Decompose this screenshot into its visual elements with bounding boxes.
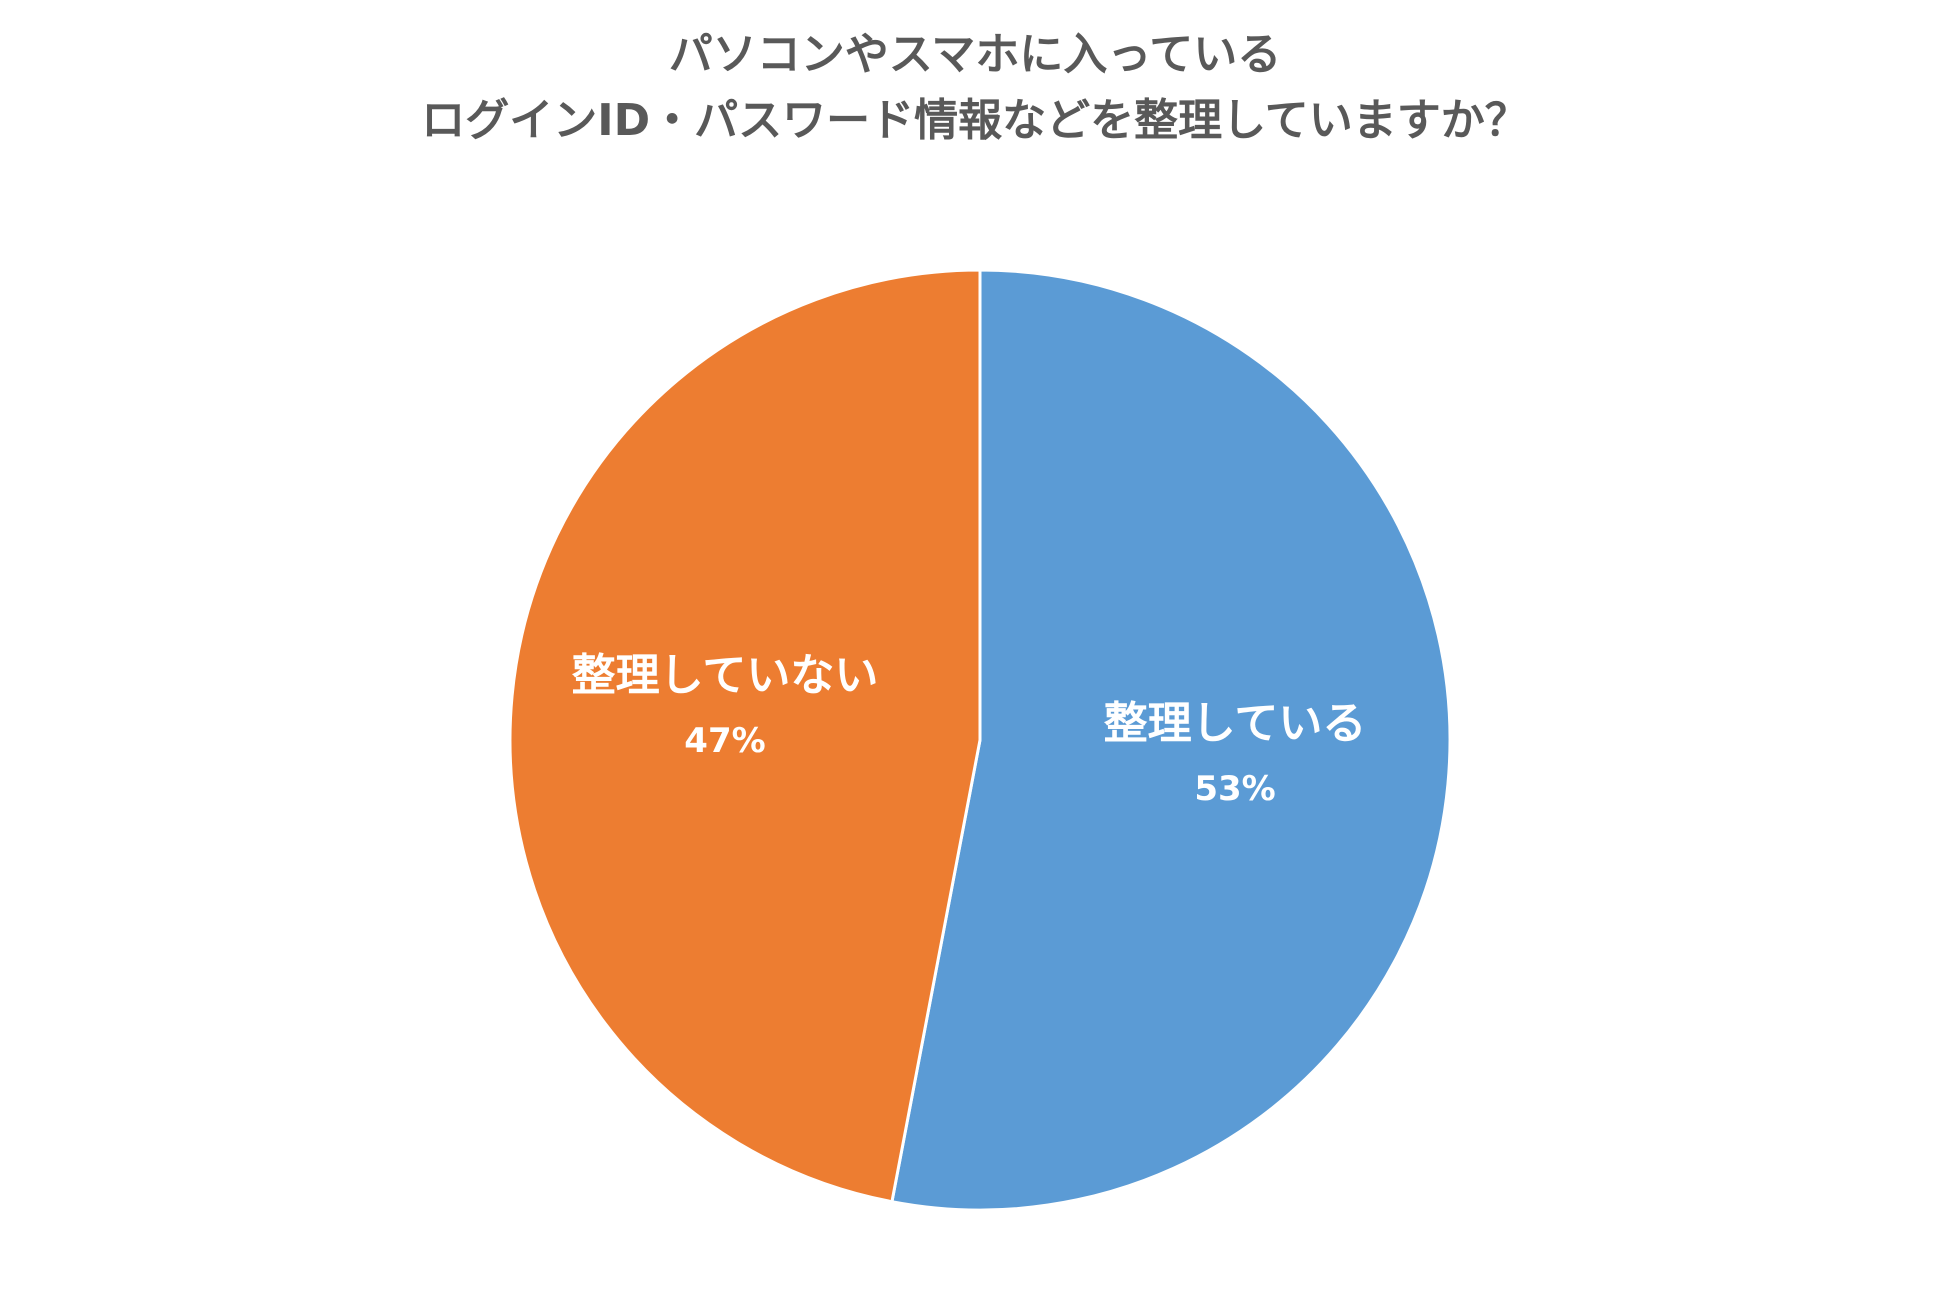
chart-title-line-1: パソコンやスマホに入っている	[668, 29, 1282, 80]
slice-label-1: 整理している	[1104, 698, 1367, 749]
pie-labels: 整理している 53% 整理していない 47%	[572, 650, 1367, 809]
chart-title: パソコンやスマホに入っている ログインID・パスワード情報などを整理していますか…	[0, 22, 1950, 154]
pie-slice-1	[890, 268, 1452, 1212]
chart-title-line-2: ログインID・パスワード情報などを整理していますか？	[421, 95, 1529, 146]
slice-value-label-2: 47%	[684, 721, 765, 761]
pie-slices	[508, 268, 1452, 1212]
slice-value-label-1: 53%	[1194, 769, 1275, 809]
pie-slice-2	[508, 268, 982, 1204]
slice-label-2: 整理していない	[572, 650, 879, 701]
